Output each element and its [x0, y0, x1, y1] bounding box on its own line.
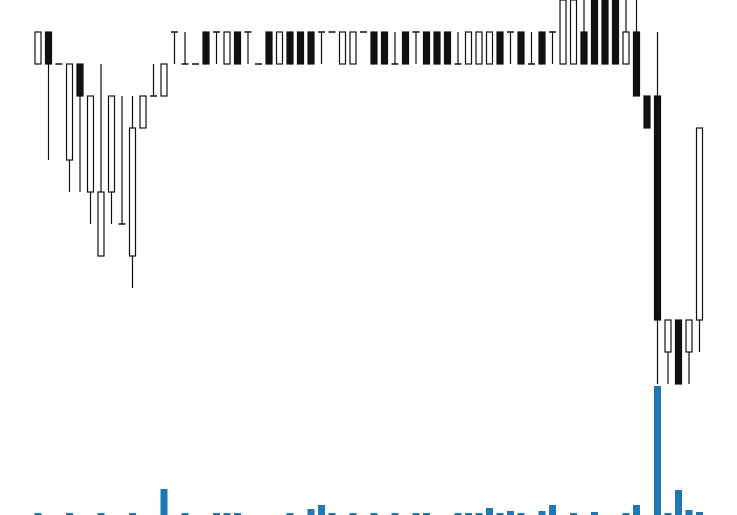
- candle-body: [76, 63, 84, 97]
- candle-body: [443, 31, 452, 65]
- volume-bar: [633, 505, 640, 515]
- volume-bar: [570, 513, 577, 515]
- volume-bar: [181, 513, 189, 515]
- candle-body: [307, 31, 315, 65]
- volume-bar: [97, 513, 105, 515]
- volume-bar: [486, 508, 493, 515]
- candle-body: [601, 0, 609, 65]
- candle-body: [632, 31, 641, 97]
- volume-bar: [223, 513, 231, 515]
- volume-bar: [129, 513, 136, 515]
- volume-bar: [538, 511, 546, 515]
- candle-body: [370, 31, 378, 65]
- volume-bar: [307, 509, 315, 515]
- candle-body: [695, 127, 704, 321]
- candle-body: [338, 31, 347, 65]
- candle-body: [496, 31, 504, 65]
- candle-body: [34, 31, 42, 65]
- volume-bar: [664, 513, 672, 515]
- candle-body: [349, 31, 357, 65]
- volume-bar: [66, 513, 73, 515]
- candle-body: [401, 31, 410, 65]
- candle-body: [139, 95, 147, 129]
- volume-bar: [517, 513, 525, 515]
- candle-body: [275, 31, 284, 65]
- candle-body: [559, 0, 567, 65]
- volume-bar: [234, 513, 241, 515]
- candle-body: [674, 319, 683, 385]
- volume-bar: [349, 513, 357, 515]
- candle-body: [202, 31, 210, 65]
- volume-bar: [423, 513, 430, 515]
- candle-body: [107, 95, 116, 193]
- candle-body: [653, 95, 662, 321]
- candle-body: [422, 31, 431, 65]
- candle-body: [160, 63, 168, 97]
- volume-bar: [213, 513, 220, 515]
- candle-body: [44, 31, 53, 65]
- candle-body: [538, 31, 546, 65]
- candle-body: [233, 31, 242, 65]
- candle-body: [569, 0, 578, 65]
- candle-body: [433, 31, 441, 65]
- volume-bar: [475, 513, 483, 515]
- volume-bar: [591, 512, 598, 515]
- volume-bar: [318, 505, 325, 515]
- candle-body: [485, 31, 494, 65]
- candle-body: [223, 31, 231, 65]
- candle-body: [611, 0, 620, 65]
- candle-body: [296, 31, 305, 65]
- candle-body: [65, 63, 74, 161]
- candle-body: [286, 31, 294, 65]
- volume-bar: [549, 505, 556, 515]
- volume-bar: [34, 513, 42, 515]
- candle-body: [580, 31, 588, 65]
- candle-body: [464, 31, 473, 65]
- candle-body: [97, 191, 105, 257]
- volume-bar: [622, 513, 630, 515]
- volume-bar: [696, 512, 703, 515]
- volume-bar: [412, 513, 420, 515]
- candle-body: [643, 95, 651, 129]
- candle-body: [590, 0, 599, 65]
- candle-body: [86, 95, 95, 193]
- volume-bar: [654, 386, 661, 515]
- volume-bar: [465, 513, 472, 515]
- candle-body: [517, 31, 525, 65]
- candle-body: [475, 31, 483, 65]
- volume-bar: [160, 489, 168, 515]
- volume-bar: [286, 513, 294, 515]
- candle-body: [622, 31, 630, 65]
- candle-body: [664, 319, 672, 353]
- candle-body: [685, 319, 693, 353]
- volume-bar: [370, 513, 378, 515]
- volume-bar: [496, 513, 504, 515]
- volume-bar: [675, 490, 682, 515]
- volume-bar: [685, 510, 693, 515]
- volume-bar: [507, 511, 514, 515]
- candle-body: [128, 127, 137, 257]
- volume-bar: [328, 513, 336, 515]
- volume-bar: [454, 513, 462, 515]
- candle-body: [380, 31, 389, 65]
- candle-body: [265, 31, 273, 65]
- volume-bar: [391, 513, 399, 515]
